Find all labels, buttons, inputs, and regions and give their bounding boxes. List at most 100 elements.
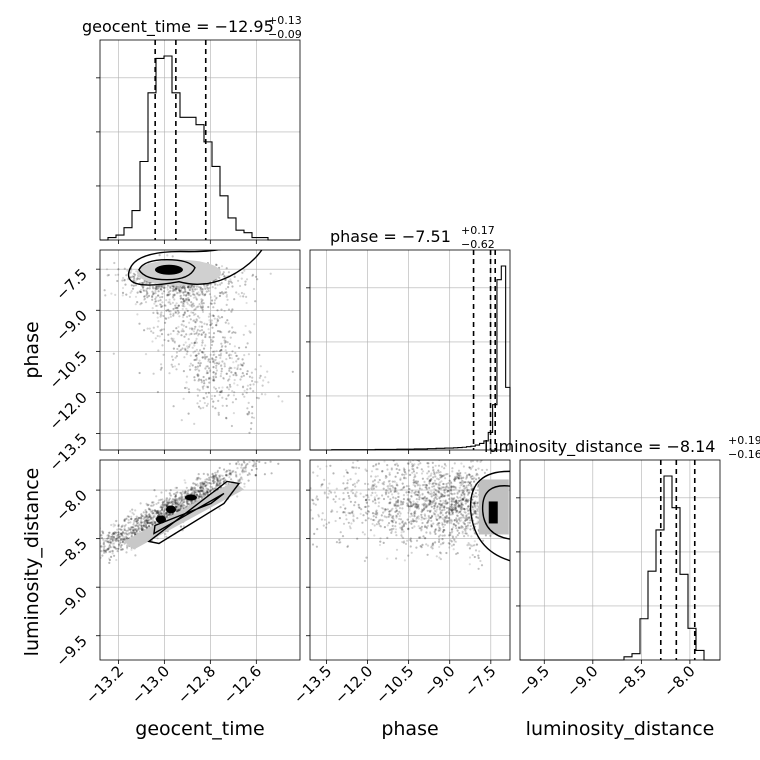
scatter-point (246, 462, 249, 466)
scatter-point (432, 499, 436, 502)
scatter-point (415, 482, 418, 485)
scatter-point (176, 306, 179, 310)
scatter-point (220, 389, 223, 392)
scatter-point (412, 481, 415, 484)
scatter-point (254, 465, 257, 468)
scatter-point (354, 472, 357, 475)
scatter-point (206, 287, 209, 290)
scatter-point (464, 499, 467, 503)
scatter-point (412, 470, 415, 473)
scatter-point (140, 528, 144, 532)
scatter-point (356, 517, 359, 520)
scatter-point (378, 522, 381, 525)
scatter-point (144, 516, 147, 519)
scatter-point (444, 511, 447, 515)
scatter-point (270, 505, 272, 507)
scatter-point (147, 519, 150, 522)
scatter-point (426, 472, 429, 475)
scatter-point (142, 524, 145, 527)
scatter-point (425, 527, 429, 530)
scatter-point (453, 500, 456, 503)
scatter-point (285, 439, 287, 441)
scatter-point (185, 375, 189, 378)
scatter-point (432, 507, 436, 510)
scatter-point (263, 473, 266, 476)
scatter-point (162, 286, 165, 289)
scatter-point (134, 509, 137, 512)
scatter-point (92, 562, 94, 564)
scatter-point (175, 286, 178, 289)
scatter-point (96, 530, 98, 532)
scatter-point (342, 492, 345, 495)
scatter-point (463, 535, 466, 538)
scatter-point (378, 543, 382, 547)
scatter-point (218, 266, 221, 269)
scatter-point (427, 499, 430, 502)
scatter-point (195, 298, 198, 301)
scatter-point (174, 495, 177, 498)
scatter-point (156, 390, 159, 394)
scatter-point (444, 486, 447, 489)
scatter-point (218, 483, 221, 486)
scatter-point (188, 288, 191, 291)
scatter-point (225, 474, 228, 477)
scatter-point (187, 285, 190, 288)
scatter-point (190, 486, 193, 489)
scatter-point (403, 485, 406, 488)
scatter-point (208, 481, 211, 485)
scatter-point (168, 502, 171, 505)
scatter-point (107, 534, 110, 537)
scatter-point (389, 490, 392, 493)
scatter-point (208, 476, 211, 479)
scatter-point (198, 495, 201, 498)
scatter-point (177, 285, 180, 289)
scatter-point (129, 271, 132, 274)
scatter-point (221, 386, 224, 389)
scatter-point (445, 482, 448, 486)
scatter-point (226, 319, 229, 322)
scatter-point (409, 460, 412, 464)
scatter-point (153, 509, 157, 512)
scatter-point (211, 476, 214, 479)
scatter-point (206, 488, 209, 491)
scatter-point (414, 493, 417, 496)
scatter-point (346, 544, 350, 548)
scatter-point (237, 279, 240, 282)
scatter-point (252, 287, 256, 291)
scatter-point (171, 289, 174, 292)
scatter-point (119, 541, 122, 544)
scatter-point (191, 488, 194, 492)
scatter-point (204, 484, 207, 487)
scatter-point (218, 386, 221, 389)
scatter-point (441, 493, 444, 496)
scatter-point (463, 510, 466, 513)
scatter-point (332, 498, 335, 501)
scatter-point (223, 363, 226, 366)
scatter-point (166, 497, 169, 500)
scatter-point (182, 297, 185, 301)
scatter-point (108, 561, 111, 565)
scatter-point (426, 499, 429, 502)
scatter-point (440, 486, 443, 489)
scatter-point (469, 543, 472, 547)
scatter-point (450, 489, 453, 493)
scatter-point (224, 479, 227, 482)
scatter-point (218, 479, 222, 482)
scatter-point (373, 498, 376, 501)
scatter-point (447, 510, 450, 513)
scatter-point (476, 520, 479, 523)
scatter-point (198, 364, 202, 367)
scatter-point (458, 518, 461, 521)
scatter-point (390, 467, 393, 470)
scatter-point (151, 521, 154, 524)
scatter-point (205, 385, 208, 388)
scatter-point (402, 494, 405, 497)
scatter-point (421, 503, 424, 506)
scatter-point (164, 512, 167, 516)
scatter-point (227, 330, 230, 334)
scatter-point (215, 482, 218, 485)
scatter-point (432, 511, 435, 514)
scatter-point (383, 526, 386, 529)
scatter-point (418, 484, 421, 487)
scatter-point (473, 504, 476, 507)
